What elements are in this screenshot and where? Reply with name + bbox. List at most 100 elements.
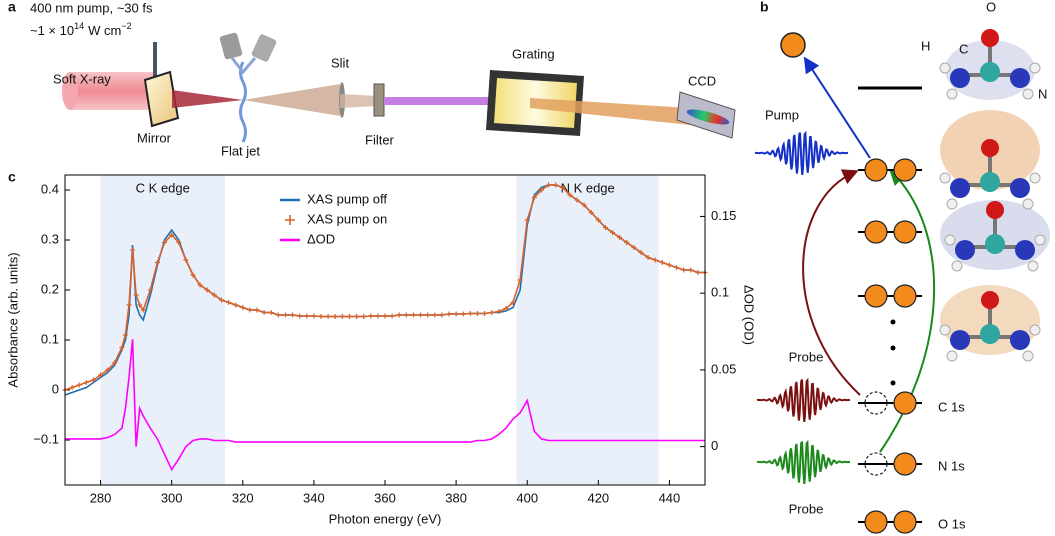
- plus-marker: [346, 314, 352, 319]
- beam-segment: [340, 94, 378, 108]
- atom: [1034, 234, 1046, 246]
- plus-marker: [617, 235, 623, 240]
- pump-spec: 400 nm pump, ~30 fs: [30, 0, 153, 15]
- region-label: C K edge: [136, 180, 190, 195]
- nozzle: [219, 32, 243, 60]
- y-tick-label: 0.1: [41, 331, 59, 346]
- plus-marker: [133, 292, 139, 298]
- atom: [1022, 350, 1034, 362]
- plus-marker: [546, 182, 552, 188]
- filter: [373, 83, 385, 117]
- plus-marker: [268, 310, 274, 315]
- plus-marker: [389, 313, 395, 319]
- plus-marker: [204, 287, 210, 293]
- atom: [939, 62, 951, 74]
- atom: [951, 260, 963, 272]
- plus-marker: [105, 367, 111, 373]
- nozzle: [251, 34, 277, 62]
- y-tick-label: 0.3: [41, 231, 59, 246]
- electron: [864, 158, 888, 182]
- atom: [980, 172, 1000, 192]
- atom: [946, 350, 958, 362]
- plus-marker: [588, 210, 594, 215]
- plus-marker: [98, 372, 104, 378]
- ellipsis-dot: [890, 319, 896, 325]
- plus-marker: [240, 305, 246, 310]
- y2-tick-label: 0.1: [711, 285, 729, 300]
- plus-marker: [489, 310, 495, 315]
- atom: [944, 234, 956, 246]
- plus-marker: [638, 250, 644, 255]
- atom: [1022, 88, 1034, 100]
- electron: [893, 452, 917, 476]
- atom: [980, 62, 1000, 82]
- plus-marker: [524, 217, 530, 223]
- atom: [946, 198, 958, 210]
- plus-marker: [197, 282, 203, 288]
- legend-label: ΔOD: [307, 231, 335, 246]
- plus-marker: [382, 313, 388, 319]
- xray-beam-end: [62, 72, 78, 110]
- plus-marker: [624, 240, 630, 245]
- region-label: N K edge: [561, 180, 615, 195]
- plus-marker: [83, 380, 89, 385]
- plus-marker: [183, 257, 189, 263]
- y2-tick-label: 0.15: [711, 208, 736, 223]
- plus-marker: [339, 314, 345, 319]
- plus-marker: [218, 297, 224, 303]
- plus-marker: [403, 312, 409, 318]
- plus-marker: [147, 287, 153, 293]
- panel-label: c: [8, 169, 16, 185]
- plus-marker: [410, 312, 416, 318]
- plus-marker: [375, 313, 381, 319]
- x-tick-label: 420: [587, 490, 609, 505]
- x-tick-label: 320: [232, 490, 254, 505]
- legend-marker: [285, 215, 295, 225]
- y-axis-label: Absorbance (arb. units): [5, 252, 20, 387]
- plus-marker: [137, 302, 143, 308]
- electron: [893, 284, 917, 308]
- plot-frame: [64, 174, 706, 486]
- plus-marker: [354, 314, 360, 319]
- plus-marker: [396, 312, 402, 318]
- atom: [1015, 240, 1035, 260]
- plus-marker: [666, 262, 672, 268]
- ccd-image: [686, 109, 730, 125]
- plus-marker: [574, 197, 580, 203]
- plus-marker: [496, 309, 502, 314]
- plus-marker: [567, 192, 573, 198]
- plus-marker: [460, 311, 466, 317]
- x-tick-label: 280: [90, 490, 112, 505]
- pulse: [754, 130, 849, 175]
- intensity-base: ~1 × 10: [30, 23, 74, 38]
- x-axis-label: Photon energy (eV): [329, 511, 442, 526]
- component-label: Flat jet: [221, 143, 260, 158]
- x-tick-label: 400: [516, 490, 538, 505]
- plus-marker: [162, 240, 168, 245]
- electron: [893, 220, 917, 244]
- atom: [981, 139, 999, 157]
- plus-marker: [332, 314, 338, 319]
- atom: [981, 29, 999, 47]
- plus-marker: [610, 230, 616, 235]
- atom: [950, 330, 970, 350]
- electron: [893, 510, 917, 534]
- edge-region: [100, 175, 225, 485]
- electron: [893, 391, 917, 415]
- y2-tick-label: 0.05: [711, 361, 736, 376]
- plus-marker: [190, 272, 196, 278]
- level-label: O 1s: [938, 516, 966, 531]
- plus-marker: [126, 302, 132, 308]
- atom-label: O: [986, 0, 996, 14]
- atom: [986, 201, 1004, 219]
- plus-marker: [290, 312, 296, 318]
- x-tick-label: 300: [161, 490, 183, 505]
- plus-marker: [453, 311, 459, 317]
- plus-marker: [439, 312, 445, 318]
- atom: [950, 68, 970, 88]
- atom: [1027, 260, 1039, 272]
- y-tick-label: 0: [52, 381, 59, 396]
- diverging-beam: [243, 84, 340, 116]
- legend-label: XAS pump off: [307, 191, 387, 206]
- plus-marker: [130, 247, 136, 253]
